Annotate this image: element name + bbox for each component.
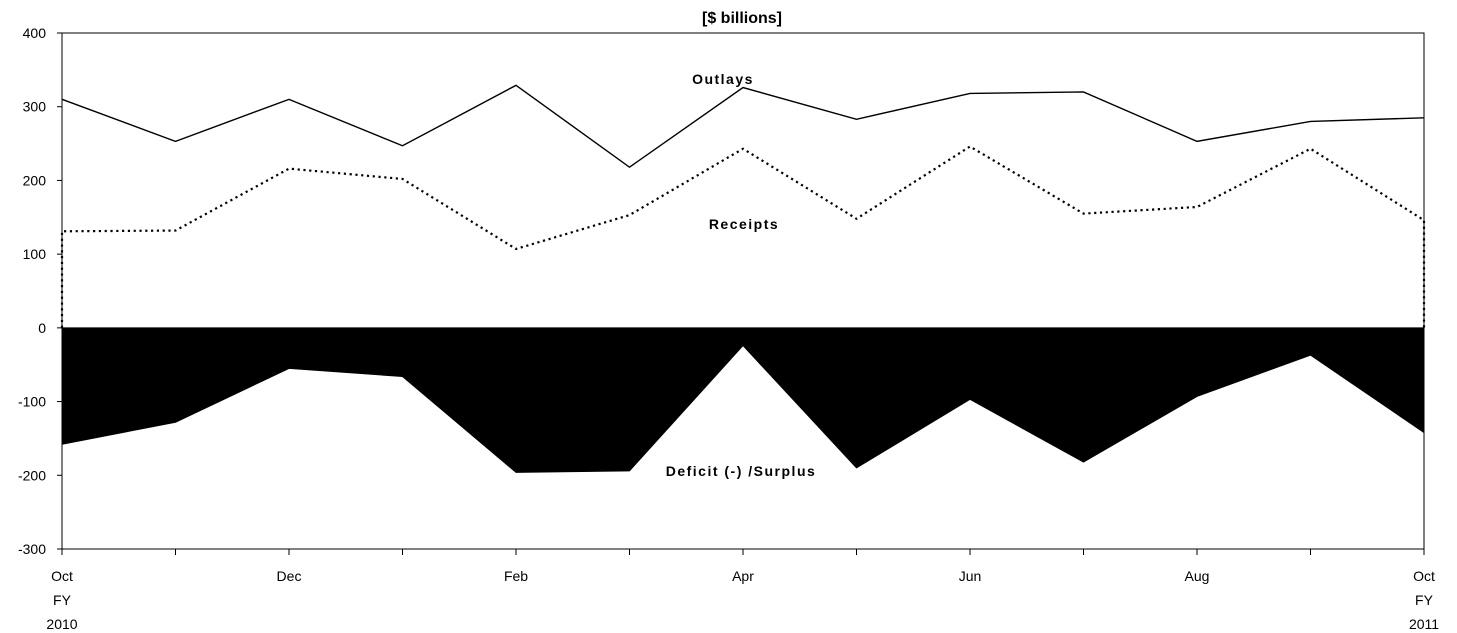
receipts-label: Receipts: [709, 216, 779, 232]
plot-frame: [61, 32, 1425, 550]
x-tick-label: Feb: [504, 568, 528, 584]
x-tick-label: FY: [53, 592, 72, 608]
x-tick-label: 2010: [46, 616, 77, 632]
x-tick-label: FY: [1415, 592, 1434, 608]
deficit-surplus-label: Deficit (-) /Surplus: [666, 463, 817, 479]
y-axis: 400 300 200 100 0 -100 -200 -300: [18, 25, 62, 557]
y-tick-label: 400: [23, 25, 47, 41]
y-tick-label: -100: [18, 394, 46, 410]
x-tick-label: Jun: [959, 568, 982, 584]
x-tick-label: Apr: [732, 568, 754, 584]
y-tick-label: -300: [18, 541, 46, 557]
x-tick-label: 2011: [1409, 616, 1439, 632]
chart-title: [$ billions]: [702, 10, 782, 27]
x-tick-label: Aug: [1185, 568, 1210, 584]
y-tick-label: 0: [38, 320, 46, 336]
outlays-label: Outlays: [692, 71, 754, 87]
x-tick-label: Dec: [277, 568, 302, 584]
x-axis: Oct FY 2010 Dec Feb Apr Jun Aug Oct FY 2011: [46, 549, 1439, 632]
x-tick-label: Oct: [51, 568, 73, 584]
y-tick-label: 100: [23, 246, 47, 262]
receipts-line: [60, 145, 1426, 328]
y-tick-label: 200: [23, 172, 47, 188]
x-tick-label: Oct: [1413, 568, 1435, 584]
deficit-surplus-area: [61, 327, 1425, 473]
outlays-line: [61, 84, 1425, 169]
plot-area: [60, 84, 1426, 473]
y-tick-label: -200: [18, 467, 46, 483]
y-tick-label: 300: [23, 99, 47, 115]
